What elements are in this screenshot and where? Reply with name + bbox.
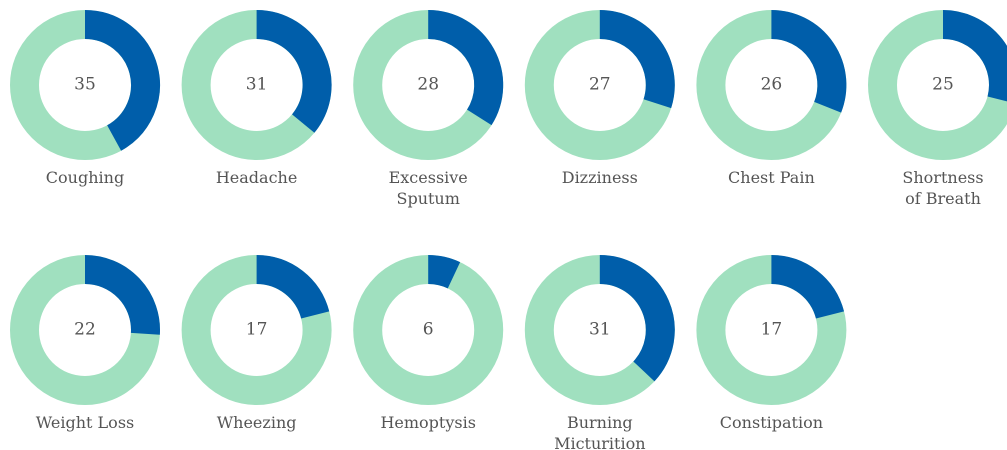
donut-label: Coughing <box>46 168 124 187</box>
donut-label: Weight Loss <box>36 413 134 432</box>
donut-label: Constipation <box>720 413 823 432</box>
donut-arc <box>84 255 160 335</box>
donut-label: Sputum <box>396 189 459 208</box>
donut-value: 35 <box>74 75 96 95</box>
donut-label: Chest Pain <box>728 168 815 187</box>
donut: 25 Shortness of Breath <box>868 10 1007 208</box>
donut: 26 Chest Pain <box>696 10 847 187</box>
donut-value: 28 <box>417 75 439 95</box>
donut: 35 Coughing <box>10 10 160 187</box>
donut: 31 Burning Micturition <box>524 255 675 450</box>
donut-value: 27 <box>589 75 611 95</box>
donut-label: Burning <box>567 413 633 432</box>
donut: 17 Wheezing <box>181 255 332 432</box>
donut: 27 Dizziness <box>524 10 675 187</box>
donut: 22 Weight Loss <box>10 255 160 432</box>
donut-arc <box>599 10 675 109</box>
donut-arc <box>255 255 330 320</box>
donut-arc <box>599 255 675 382</box>
donut: 28 Excessive Sputum <box>353 10 504 208</box>
donut-label: Hemoptysis <box>380 413 475 432</box>
donut-value: 22 <box>74 320 96 340</box>
donut: 31 Headache <box>181 10 332 187</box>
donut-label: Wheezing <box>217 413 297 432</box>
donut-label: Micturition <box>554 434 645 450</box>
donut-value: 17 <box>761 320 783 340</box>
donut: 6 Hemoptysis <box>353 255 504 432</box>
donut-arc <box>770 255 845 320</box>
donut-arc <box>84 10 160 151</box>
donut-value: 31 <box>589 320 611 340</box>
donut-arc <box>427 255 461 289</box>
donut-label: Dizziness <box>562 168 638 187</box>
donut-value: 31 <box>246 75 268 95</box>
donut-label: Headache <box>216 168 297 187</box>
donut-value: 17 <box>246 320 268 340</box>
donut-arc <box>942 10 1007 102</box>
donut-label: of Breath <box>905 189 981 208</box>
donut-label: Shortness <box>902 168 983 187</box>
donut: 17 Constipation <box>696 255 847 432</box>
donut-arc <box>255 10 332 133</box>
donut-arc <box>427 10 504 126</box>
donut-arc <box>770 10 847 113</box>
donut-value: 26 <box>761 75 783 95</box>
donut-value: 25 <box>932 75 954 95</box>
donut-label: Excessive <box>389 168 468 187</box>
donut-value: 6 <box>423 320 434 340</box>
